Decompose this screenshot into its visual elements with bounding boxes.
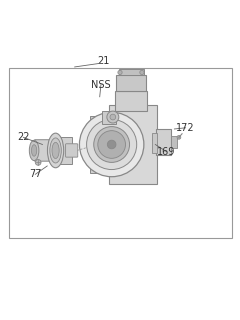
Bar <box>115 91 147 111</box>
Text: 77: 77 <box>29 169 42 179</box>
Circle shape <box>118 70 122 75</box>
FancyBboxPatch shape <box>152 132 156 153</box>
Text: 172: 172 <box>176 123 195 133</box>
Text: NSS: NSS <box>91 80 111 90</box>
Circle shape <box>107 140 116 149</box>
FancyBboxPatch shape <box>102 111 116 124</box>
FancyBboxPatch shape <box>34 140 50 161</box>
Bar <box>56 137 72 164</box>
Circle shape <box>177 135 181 139</box>
Circle shape <box>35 160 41 165</box>
Circle shape <box>87 119 137 170</box>
Text: 21: 21 <box>97 56 109 66</box>
Circle shape <box>98 131 126 158</box>
FancyBboxPatch shape <box>90 116 109 173</box>
Bar <box>9 68 232 237</box>
Circle shape <box>140 70 144 75</box>
Bar <box>119 69 144 75</box>
Ellipse shape <box>48 133 64 168</box>
Ellipse shape <box>29 140 39 161</box>
FancyBboxPatch shape <box>109 105 157 184</box>
Text: 169: 169 <box>157 147 176 157</box>
Circle shape <box>107 111 119 123</box>
Bar <box>171 136 177 148</box>
Ellipse shape <box>31 145 37 156</box>
Text: 22: 22 <box>17 132 30 142</box>
Ellipse shape <box>52 142 59 159</box>
Bar <box>116 75 146 91</box>
Circle shape <box>94 127 130 162</box>
Ellipse shape <box>50 138 61 163</box>
Circle shape <box>110 114 116 120</box>
FancyBboxPatch shape <box>66 144 78 157</box>
FancyBboxPatch shape <box>156 129 171 155</box>
Circle shape <box>79 112 144 177</box>
